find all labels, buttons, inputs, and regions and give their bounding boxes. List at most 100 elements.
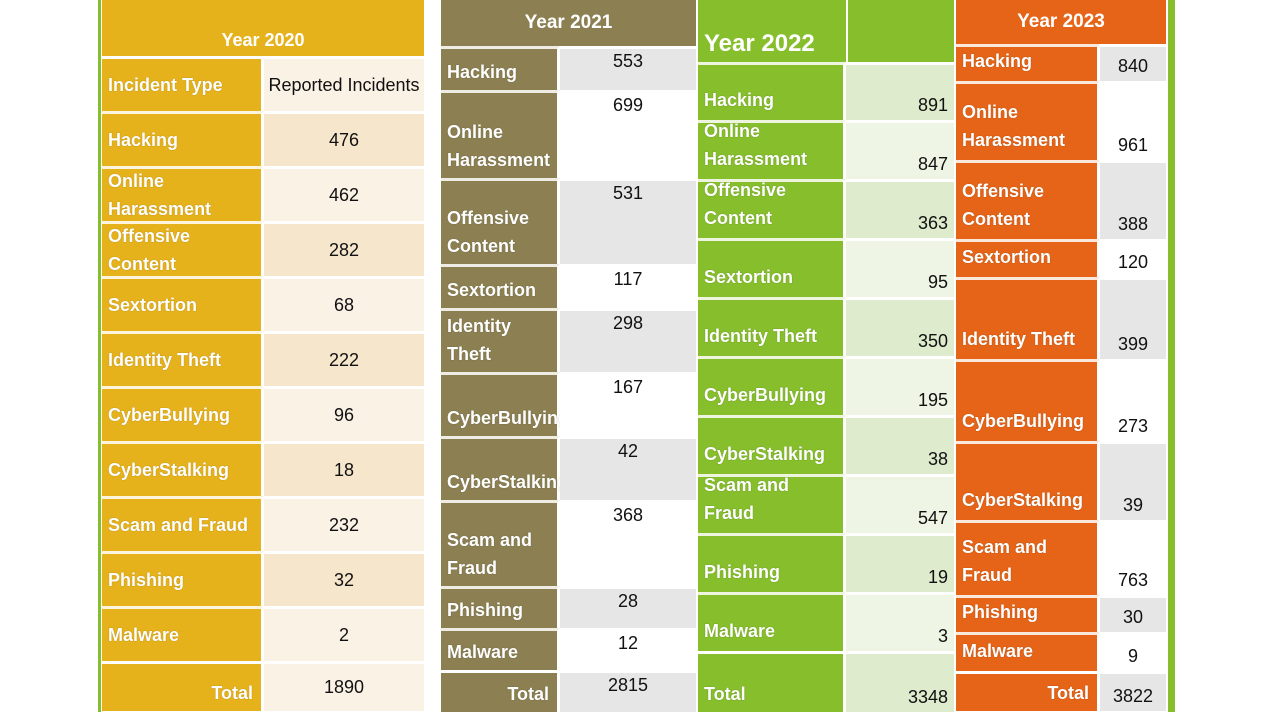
incident-type-cell: Hacking bbox=[698, 62, 846, 120]
table-year-2020: Year 2020 Incident Type Reported Incidents… bbox=[102, 0, 424, 712]
title-row: Year 2022 bbox=[698, 0, 954, 62]
incident-type-cell: Online Harassment bbox=[441, 90, 560, 178]
incident-count-cell: 39 bbox=[1100, 441, 1166, 520]
incident-type-cell: Identity Theft bbox=[956, 277, 1100, 359]
table-row: Malware 3 bbox=[698, 592, 954, 651]
total-row: Total 2815 bbox=[441, 670, 696, 712]
incident-type-cell: Scam and Fraud bbox=[102, 496, 264, 551]
table-row: Online Harassment 847 bbox=[698, 120, 954, 179]
total-label: Total bbox=[441, 670, 560, 712]
incident-type-cell: Online Harassment bbox=[956, 81, 1100, 160]
incident-type-cell: CyberStalking bbox=[102, 441, 264, 496]
incident-count-cell: 273 bbox=[1100, 359, 1166, 441]
incident-type-cell: Hacking bbox=[102, 111, 264, 166]
incident-type-cell: Offensive Content bbox=[102, 221, 264, 276]
table-row: Identity Theft 350 bbox=[698, 297, 954, 356]
incident-type-cell: Malware bbox=[441, 628, 560, 670]
incident-count-cell: 368 bbox=[560, 500, 696, 586]
table-title: Year 2020 bbox=[102, 0, 424, 56]
table-row: Identity Theft 222 bbox=[102, 331, 424, 386]
column-header-incident-type: Incident Type bbox=[102, 56, 264, 111]
total-value: 2815 bbox=[560, 670, 696, 712]
incident-count-cell: 28 bbox=[560, 586, 696, 628]
table-row: Online Harassment 462 bbox=[102, 166, 424, 221]
incident-type-cell: Malware bbox=[698, 592, 846, 651]
table-row: Identity Theft 298 bbox=[441, 308, 696, 372]
incident-count-cell: 763 bbox=[1100, 520, 1166, 595]
incident-count-cell: 18 bbox=[264, 441, 424, 496]
total-row: Total 3822 bbox=[956, 671, 1166, 711]
table-row: Sextortion 117 bbox=[441, 264, 696, 308]
incident-count-cell: 282 bbox=[264, 221, 424, 276]
table-row: CyberStalking 39 bbox=[956, 441, 1166, 520]
table-row: Sextortion 120 bbox=[956, 239, 1166, 277]
table-row: Scam and Fraud 232 bbox=[102, 496, 424, 551]
total-value: 1890 bbox=[264, 661, 424, 711]
incident-count-cell: 167 bbox=[560, 372, 696, 436]
column-header-reported-incidents: Reported Incidents bbox=[264, 56, 424, 111]
incident-type-cell: Phishing bbox=[698, 533, 846, 592]
table-row: CyberBullying 96 bbox=[102, 386, 424, 441]
divider-right bbox=[1168, 0, 1175, 712]
table-row: Online Harassment 699 bbox=[441, 90, 696, 178]
incident-type-cell: Offensive Content bbox=[441, 178, 560, 264]
table-row: Offensive Content 282 bbox=[102, 221, 424, 276]
table-year-2023: Year 2023 Hacking 840 Online Harassment 961 O… bbox=[956, 0, 1166, 712]
incident-count-cell: 96 bbox=[264, 386, 424, 441]
incident-count-cell: 531 bbox=[560, 178, 696, 264]
total-value: 3822 bbox=[1100, 671, 1166, 711]
table-row: Offensive Content 363 bbox=[698, 179, 954, 238]
incident-type-cell: Hacking bbox=[441, 46, 560, 90]
incident-count-cell: 350 bbox=[846, 297, 954, 356]
incident-count-cell: 363 bbox=[846, 179, 954, 238]
incident-count-cell: 3 bbox=[846, 592, 954, 651]
table-row: Sextortion 68 bbox=[102, 276, 424, 331]
table-row: Malware 9 bbox=[956, 632, 1166, 671]
table-row: Hacking 840 bbox=[956, 44, 1166, 81]
incident-type-cell: Offensive Content bbox=[956, 160, 1100, 239]
incident-count-cell: 222 bbox=[264, 331, 424, 386]
incident-type-cell: Identity Theft bbox=[102, 331, 264, 386]
incident-count-cell: 19 bbox=[846, 533, 954, 592]
table-row: Phishing 30 bbox=[956, 595, 1166, 632]
incident-count-cell: 840 bbox=[1100, 44, 1166, 81]
table-year-2021: Year 2021 Hacking 553 Online Harassment 699 O… bbox=[441, 0, 696, 712]
table-title: Year 2022 bbox=[698, 0, 846, 62]
incident-count-cell: 891 bbox=[846, 62, 954, 120]
incident-count-cell: 117 bbox=[560, 264, 696, 308]
incident-type-cell: CyberBullying bbox=[441, 372, 569, 436]
incident-type-cell: Scam and Fraud bbox=[956, 520, 1100, 595]
total-row: Total 3348 bbox=[698, 651, 954, 712]
table-row: Hacking 891 bbox=[698, 62, 954, 120]
incident-type-cell: CyberBullying bbox=[698, 356, 846, 415]
table-row: CyberStalking 42 bbox=[441, 436, 696, 500]
table-row: Phishing 28 bbox=[441, 586, 696, 628]
incident-type-cell: Hacking bbox=[956, 44, 1100, 81]
table-row: Identity Theft 399 bbox=[956, 277, 1166, 359]
incident-count-cell: 32 bbox=[264, 551, 424, 606]
table-row: Scam and Fraud 763 bbox=[956, 520, 1166, 595]
incident-count-cell: 388 bbox=[1100, 160, 1166, 239]
table-title: Year 2023 bbox=[956, 0, 1166, 44]
incident-type-cell: Offensive Content bbox=[698, 179, 846, 238]
table-title: Year 2021 bbox=[441, 0, 696, 46]
total-label: Total bbox=[956, 671, 1100, 711]
incident-count-cell: 961 bbox=[1100, 81, 1166, 160]
title-blank-cell bbox=[846, 0, 954, 62]
table-row: Online Harassment 961 bbox=[956, 81, 1166, 160]
incident-count-cell: 38 bbox=[846, 415, 954, 474]
incident-type-cell: Sextortion bbox=[102, 276, 264, 331]
table-row: CyberBullying 167 bbox=[441, 372, 696, 436]
total-label: Total bbox=[698, 651, 846, 712]
incident-count-cell: 30 bbox=[1100, 595, 1166, 632]
incident-type-cell: CyberStalking bbox=[698, 415, 846, 474]
divider-left bbox=[98, 0, 101, 712]
incident-count-cell: 42 bbox=[560, 436, 696, 500]
incident-type-cell: CyberStalking bbox=[441, 436, 568, 500]
incident-count-cell: 2 bbox=[264, 606, 424, 661]
total-label: Total bbox=[102, 661, 264, 711]
incident-count-cell: 553 bbox=[560, 46, 696, 90]
incident-count-cell: 95 bbox=[846, 238, 954, 297]
incident-count-cell: 9 bbox=[1100, 632, 1166, 671]
incident-type-cell: Scam and Fraud bbox=[441, 500, 560, 586]
